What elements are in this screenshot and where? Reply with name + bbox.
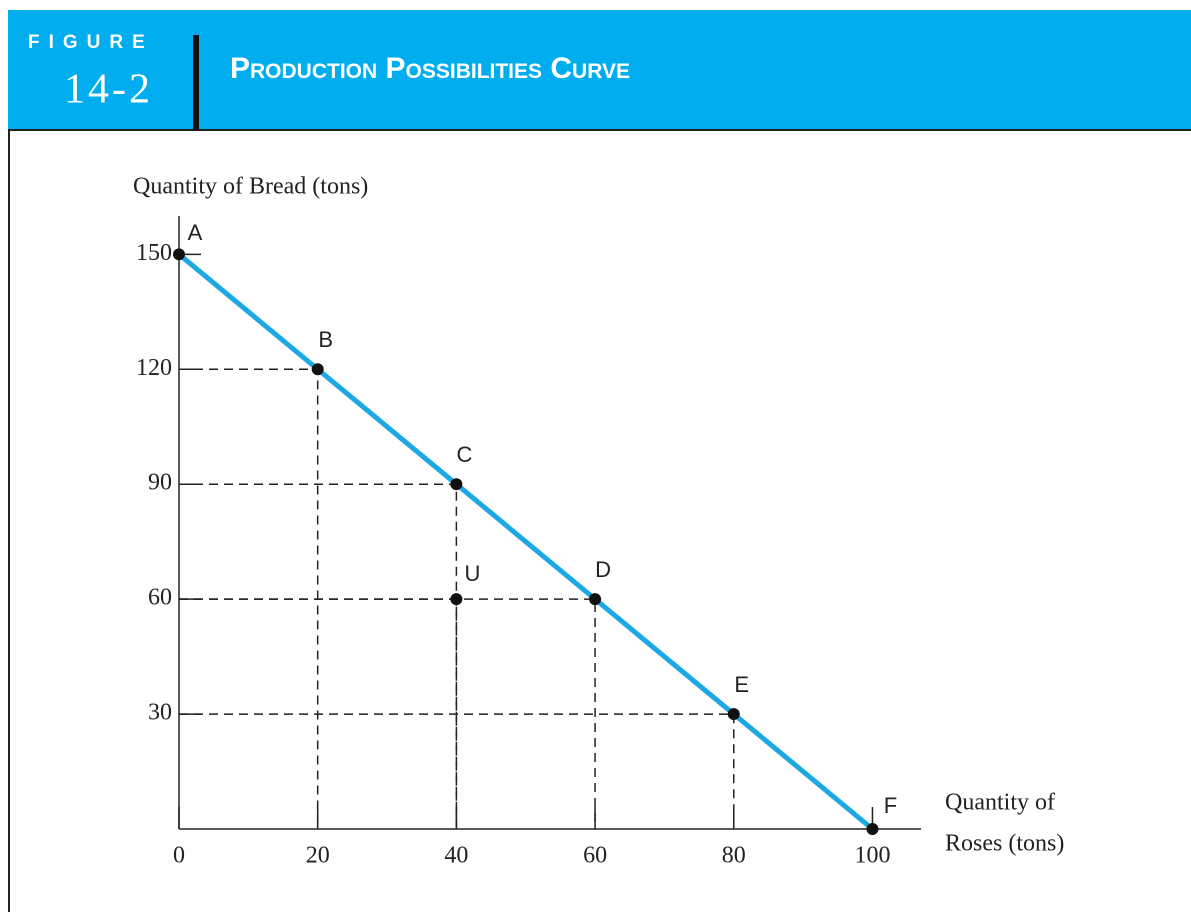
x-tick-label: 60 [583,843,607,869]
point-label: F [884,793,897,818]
x-tick-label: 100 [854,843,890,869]
point-label: E [734,672,749,697]
x-tick-label: 0 [173,843,185,869]
header-divider [193,35,199,130]
x-tick-label: 20 [306,843,330,869]
y-axis-label: Quantity of Bread (tons) [133,174,368,200]
x-axis-label: Quantity of [945,790,1055,816]
point [450,478,463,491]
y-tick-label: 30 [148,700,172,726]
y-tick-label: 90 [148,470,172,496]
y-tick-label: 150 [136,240,172,266]
point-label: B [318,327,333,352]
x-tick-label: 80 [722,843,746,869]
point-label: A [188,220,203,245]
point-label: U [464,561,480,586]
chart-title: Production Possibilities Curve [230,52,630,85]
header-band [8,10,1191,130]
x-tick-label: 40 [444,843,468,869]
x-axis-label: Roses (tons) [945,831,1064,857]
point-label: D [595,557,611,582]
guide-line [179,713,735,829]
figure-label: FIGURE [28,32,154,53]
y-tick-label: 60 [148,585,172,611]
point [589,593,602,606]
point [311,363,324,376]
y-tick-label: 120 [136,355,172,381]
point [173,248,185,261]
ppc-line [177,252,875,831]
figure-number: 14-2 [64,67,153,113]
point [866,823,879,835]
point-label: C [456,442,472,467]
point [450,593,463,606]
point [727,708,740,721]
